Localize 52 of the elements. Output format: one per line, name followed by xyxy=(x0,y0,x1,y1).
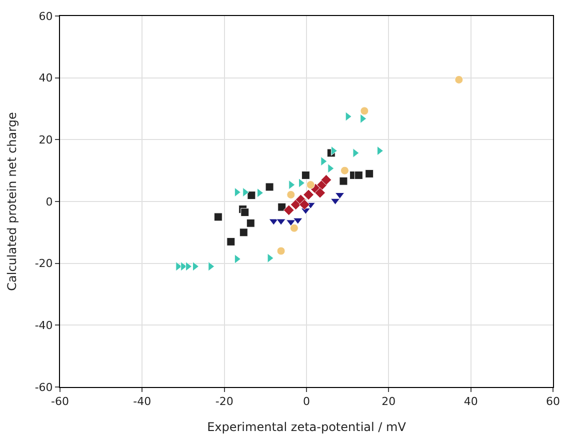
point xyxy=(265,182,274,192)
point xyxy=(246,218,255,228)
point xyxy=(239,228,248,237)
point xyxy=(208,262,215,272)
point xyxy=(267,253,274,263)
y-axis-title: Calculated protein net charge xyxy=(5,112,20,291)
x-tick-label: -60 xyxy=(51,395,69,408)
point xyxy=(268,218,278,226)
point xyxy=(290,224,298,232)
point xyxy=(286,190,296,199)
point xyxy=(234,254,241,264)
y-tick-label: 40 xyxy=(38,72,53,85)
y-tick-label: -40 xyxy=(34,319,53,332)
point xyxy=(303,189,314,200)
point xyxy=(293,218,303,224)
point xyxy=(240,208,250,217)
x-tick-label: 60 xyxy=(546,395,560,408)
y-tick-label: 20 xyxy=(38,134,53,147)
point xyxy=(286,220,296,226)
point xyxy=(354,170,363,180)
x-tick-label: -40 xyxy=(133,395,152,408)
point xyxy=(320,174,332,186)
point xyxy=(301,170,310,180)
point xyxy=(306,180,315,190)
point xyxy=(299,199,310,210)
x-tick-label: 40 xyxy=(464,395,478,408)
point xyxy=(365,169,374,178)
point xyxy=(276,246,286,256)
point xyxy=(176,262,182,272)
y-tick-label: -20 xyxy=(34,257,53,270)
y-tick-label: 0 xyxy=(46,195,53,208)
point xyxy=(278,202,286,212)
point xyxy=(360,106,369,116)
x-tick-label: 20 xyxy=(382,395,396,408)
x-axis-title: Experimental zeta-potential / mV xyxy=(207,420,407,434)
y-tick-label: -60 xyxy=(34,380,53,394)
point xyxy=(314,187,326,198)
point xyxy=(345,112,352,122)
point xyxy=(247,191,256,200)
y-tick-label: 60 xyxy=(38,10,53,23)
point xyxy=(328,164,334,174)
point xyxy=(352,148,360,158)
point xyxy=(340,166,349,175)
point xyxy=(339,176,348,186)
point xyxy=(214,212,222,222)
point xyxy=(454,75,464,84)
x-tick-label: -20 xyxy=(215,395,234,408)
point xyxy=(276,218,286,226)
point xyxy=(226,237,236,246)
point xyxy=(186,262,192,272)
x-tick-label: 0 xyxy=(303,395,310,408)
point xyxy=(283,204,294,216)
